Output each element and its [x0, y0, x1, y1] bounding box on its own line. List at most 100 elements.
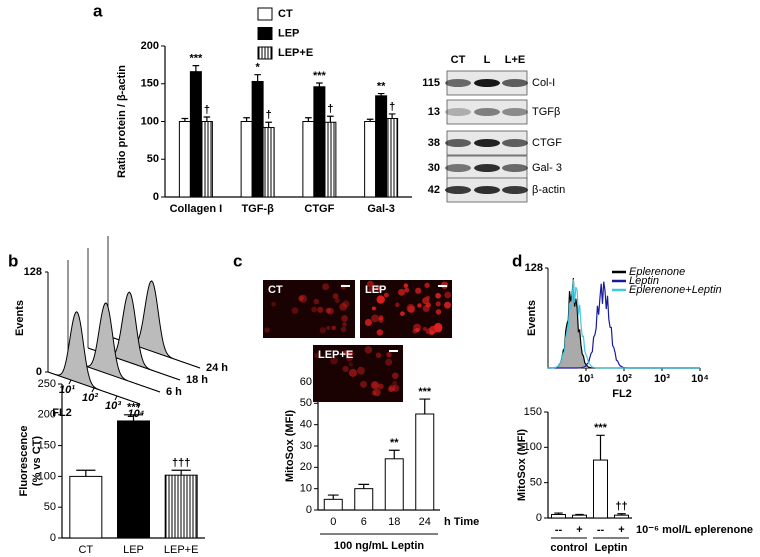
- cell: [322, 283, 330, 291]
- blot-protein: Col-I: [532, 77, 555, 89]
- y-tick-label: 100: [524, 441, 542, 453]
- x-tick-label: 10¹: [59, 384, 75, 396]
- error-bar: [192, 65, 200, 72]
- x-tick-label: Collagen I: [170, 203, 223, 215]
- bar: [593, 459, 608, 519]
- x-tick-label: LEP: [123, 544, 144, 556]
- micrograph-label: CT: [268, 284, 283, 296]
- y-axis-label: Events: [14, 300, 26, 336]
- error-bar: [617, 513, 626, 516]
- x-tick-label: --: [555, 524, 563, 536]
- blot-lane-box: [446, 99, 528, 125]
- cell: [403, 283, 409, 288]
- cell: [371, 381, 378, 389]
- y-tick-label: 150: [141, 78, 159, 90]
- error-bar: [377, 92, 385, 96]
- cell: [348, 350, 354, 356]
- cell: [371, 390, 377, 396]
- bar: [551, 513, 566, 519]
- cell: [364, 318, 372, 327]
- legend-label: Leptin: [629, 275, 659, 287]
- significance: ***: [418, 386, 432, 398]
- bar: [386, 117, 399, 198]
- error-bar: [254, 74, 261, 82]
- cell: [424, 282, 430, 288]
- significance: ***: [313, 70, 327, 82]
- y-tick-label: 50: [147, 153, 159, 165]
- cell: [357, 366, 365, 375]
- y-tick-label: 128: [24, 266, 42, 278]
- y-tick-label: 50: [44, 501, 56, 513]
- cell: [348, 362, 353, 367]
- x-tick-label: 10⁴: [128, 408, 145, 420]
- bar: [313, 86, 326, 198]
- group-label: Leptin: [595, 542, 628, 554]
- cell: [340, 326, 347, 333]
- panel-label: b: [8, 251, 18, 270]
- histogram-trace: [547, 279, 700, 369]
- cell: [271, 302, 276, 307]
- blot-protein: Gal- 3: [532, 162, 562, 174]
- y-tick-label: 50: [530, 477, 542, 489]
- cell: [330, 356, 338, 365]
- blot-band: [445, 139, 471, 147]
- error-bar: [181, 117, 189, 122]
- significance: †††: [172, 457, 190, 469]
- cell: [435, 309, 442, 315]
- cell: [367, 280, 374, 288]
- cell: [332, 293, 339, 299]
- legend-swatch: [257, 7, 273, 21]
- cell: [376, 329, 384, 336]
- cell: [377, 383, 384, 390]
- cell: [346, 354, 353, 362]
- bar: [189, 71, 202, 198]
- error-bar: [388, 113, 396, 119]
- bar: [572, 514, 587, 519]
- error-bar: [171, 469, 191, 476]
- significance: †: [389, 101, 395, 113]
- x-tick-label: 10³: [654, 373, 670, 385]
- cell: [412, 328, 418, 334]
- bar: [323, 498, 343, 511]
- cell: [319, 327, 326, 334]
- y-tick-label: 250: [38, 378, 56, 390]
- cell: [404, 287, 410, 293]
- error-bar: [203, 116, 211, 122]
- cell: [388, 384, 396, 392]
- cell: [372, 388, 381, 397]
- cell: [339, 302, 348, 311]
- x-tick-label: 10³: [105, 400, 121, 412]
- x-tick-label: CT: [78, 544, 93, 556]
- cell: [444, 291, 452, 299]
- significance: *: [255, 62, 260, 74]
- blot-band: [474, 108, 500, 116]
- bar: [240, 121, 253, 198]
- blot-band: [474, 139, 500, 147]
- cell: [392, 380, 398, 386]
- blot-protein: β-actin: [532, 184, 565, 196]
- cell: [378, 315, 384, 321]
- y-tick-label: 40: [300, 419, 312, 431]
- blot-protein: CTGF: [532, 137, 562, 149]
- y-axis-label: Ratio protein / β-actin: [116, 65, 128, 178]
- y-tick-label: 150: [38, 440, 56, 452]
- x-tick-label: 24: [419, 516, 431, 528]
- y-tick-label: 10: [300, 483, 312, 495]
- cell: [398, 288, 405, 296]
- error-bar: [265, 121, 272, 128]
- legend-swatch: [257, 27, 273, 40]
- x-tick-label: --: [597, 524, 605, 536]
- cell: [313, 298, 320, 305]
- bar: [364, 121, 377, 198]
- x-tick-label: 10²: [82, 392, 98, 404]
- significance: ***: [189, 53, 203, 65]
- cell: [317, 306, 324, 313]
- bar: [251, 80, 264, 198]
- x-axis-label: 10⁻⁶ mol/L eplerenone: [636, 524, 753, 536]
- x-tick-label: CTGF: [304, 203, 334, 215]
- y-tick-label: 150: [524, 406, 542, 418]
- bar: [117, 420, 150, 539]
- y-axis-label: Events: [526, 300, 538, 336]
- y-tick-label: 0: [36, 366, 42, 378]
- cell: [348, 368, 358, 377]
